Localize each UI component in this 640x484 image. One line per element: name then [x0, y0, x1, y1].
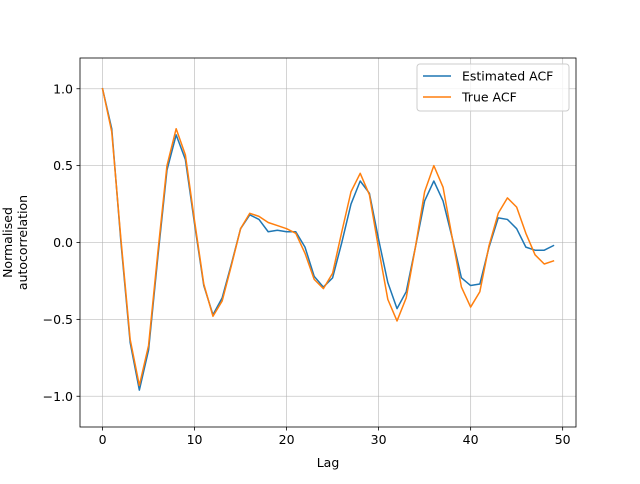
x-tick-label: 30 [371, 432, 387, 447]
y-tick-label: 0.0 [53, 235, 73, 250]
y-axis-label-line-1: Normalised [0, 207, 15, 278]
axis-ticks: 0 10 20 30 40 50 −1.0 −0.5 0.0 0.5 1.0 [43, 81, 571, 447]
x-tick-label: 0 [99, 432, 107, 447]
series-lines [101, 87, 555, 391]
true-acf-line [101, 87, 555, 387]
y-tick-label: 0.5 [53, 158, 73, 173]
estimated-acf-line [101, 87, 555, 391]
grid-lines [80, 58, 576, 427]
legend-label-true: True ACF [461, 90, 517, 105]
x-tick-label: 40 [463, 432, 479, 447]
x-axis-label: Lag [317, 455, 340, 470]
legend-label-estimated: Estimated ACF [462, 69, 553, 84]
y-tick-label: −1.0 [43, 389, 73, 404]
legend-box [416, 63, 570, 112]
y-axis-label-line-2: autocorrelation [15, 195, 30, 290]
y-tick-label: 1.0 [53, 81, 73, 96]
x-tick-label: 10 [187, 432, 203, 447]
legend: Estimated ACF True ACF [416, 63, 570, 112]
y-tick-label: −0.5 [43, 312, 73, 327]
x-tick-label: 20 [279, 432, 295, 447]
x-tick-label: 50 [555, 432, 571, 447]
